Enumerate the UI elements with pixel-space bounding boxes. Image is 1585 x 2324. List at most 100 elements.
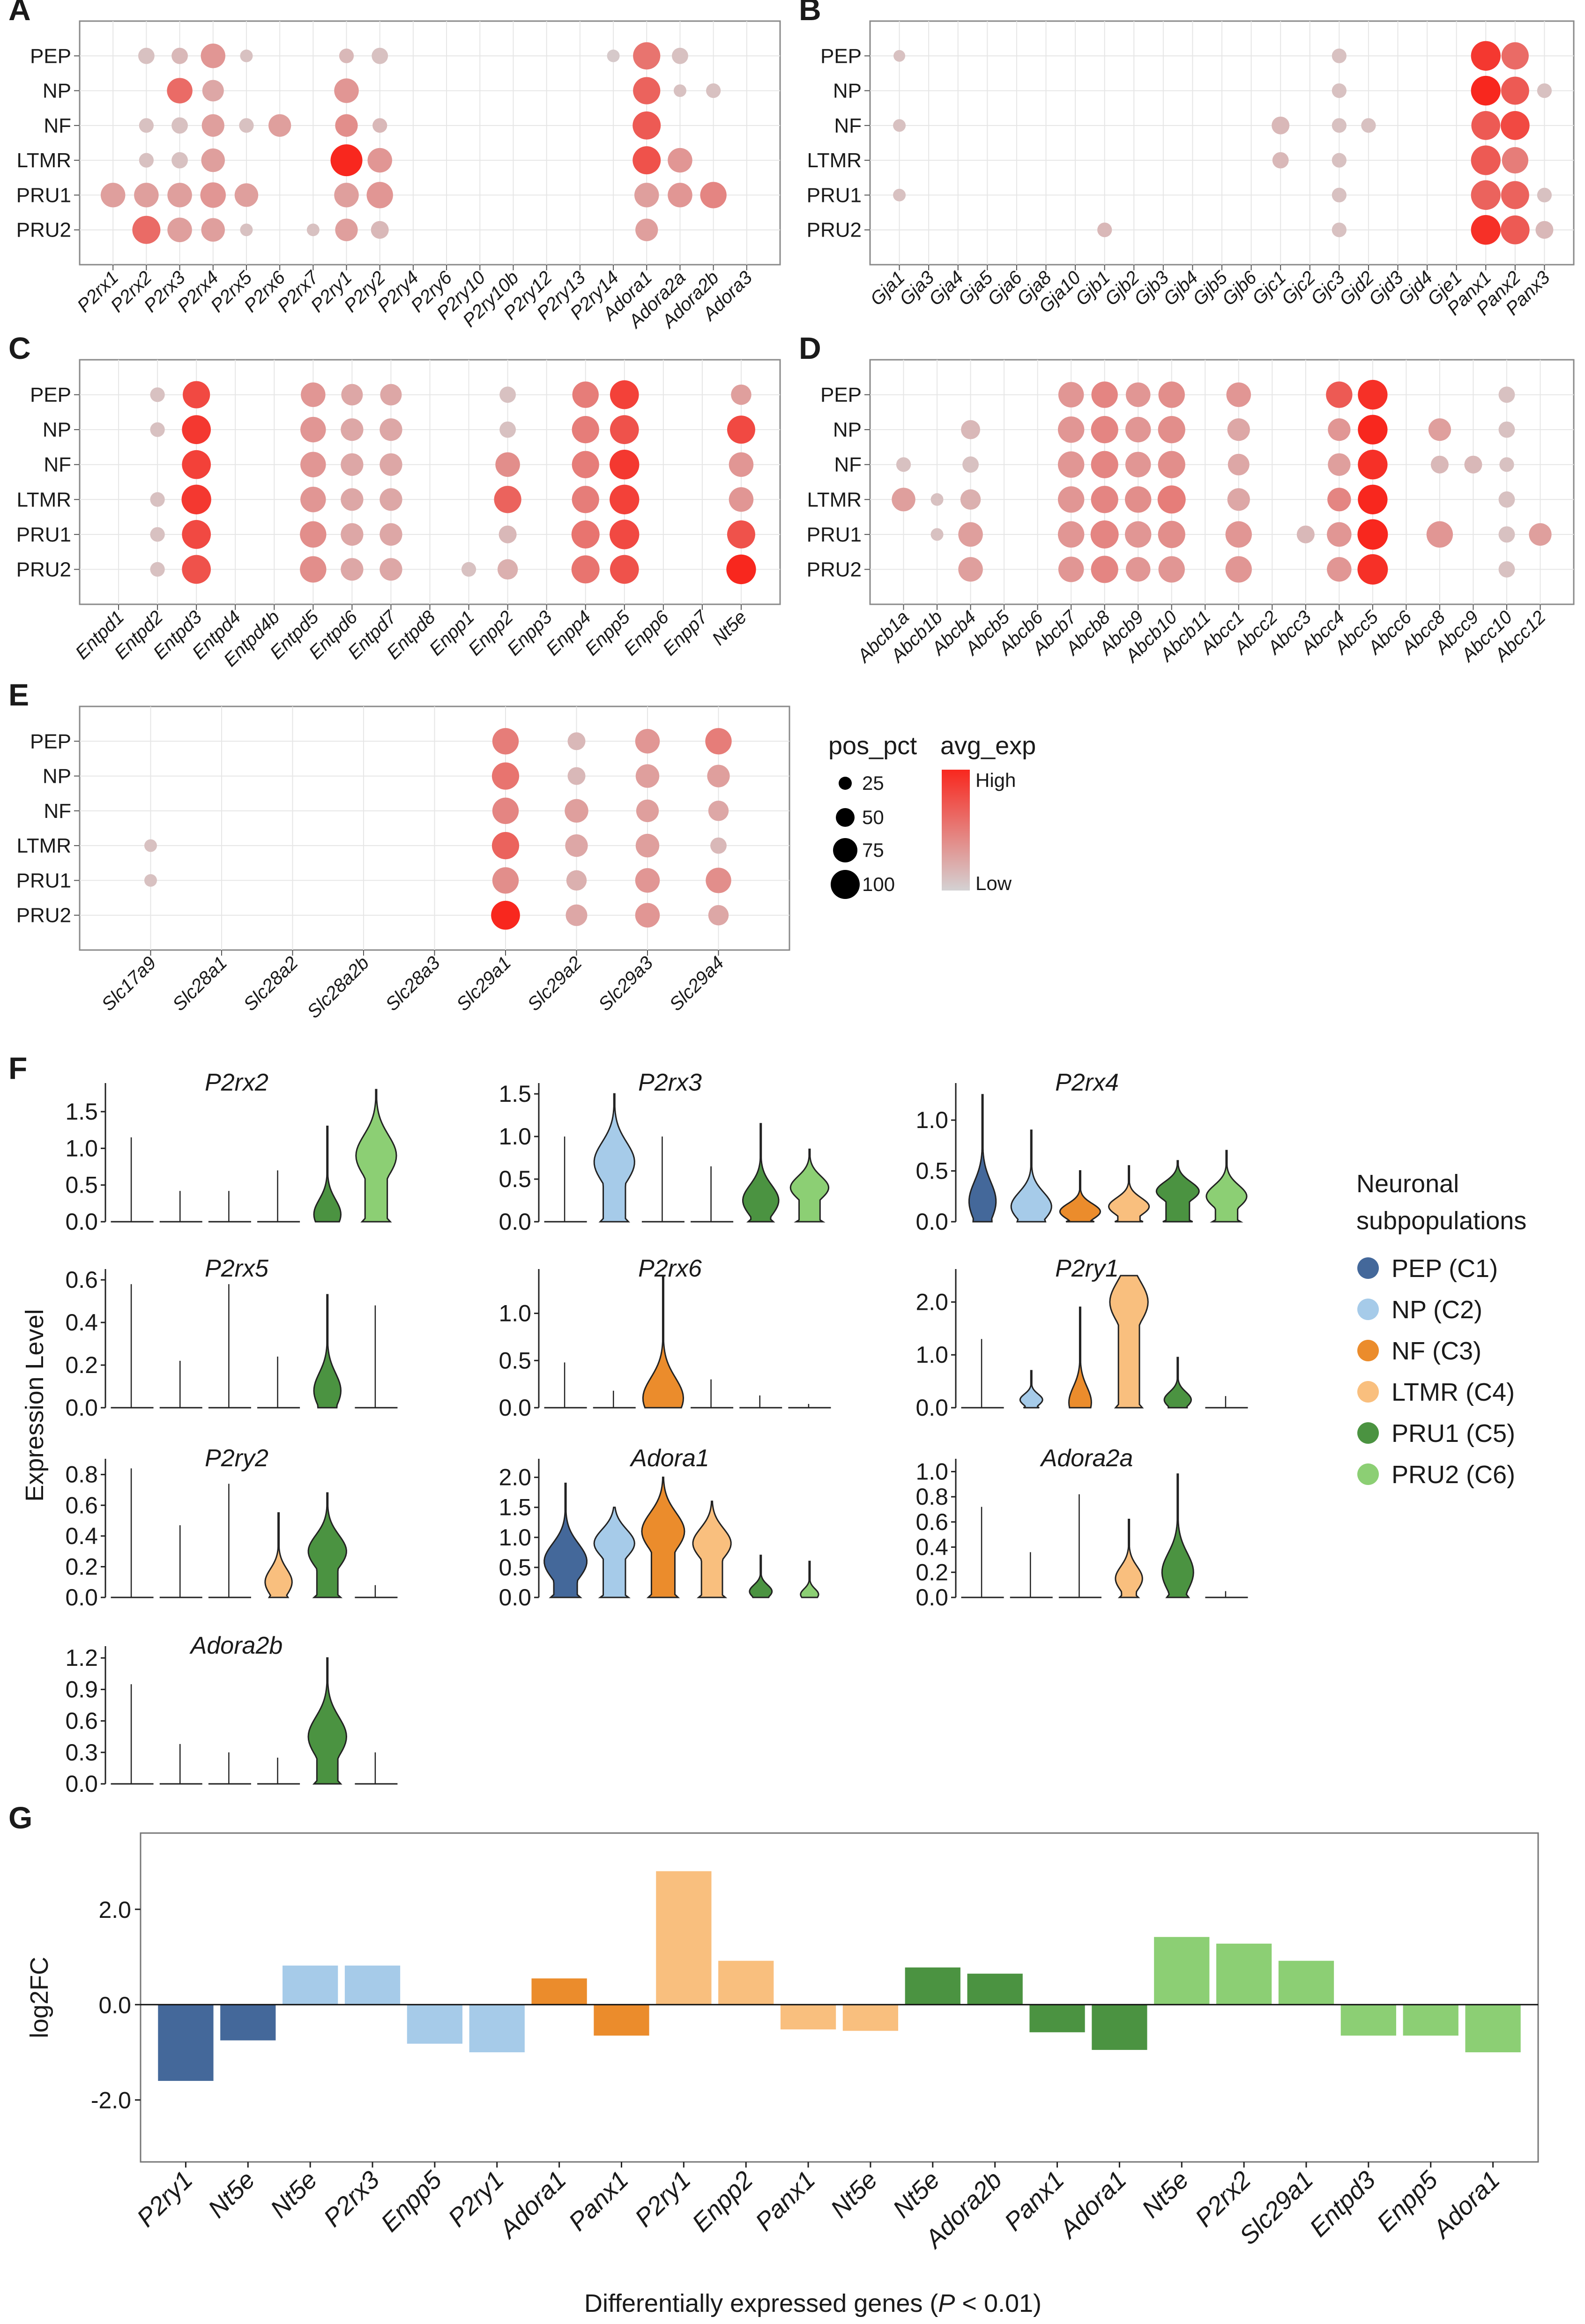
gene-tick-label: Enpp7 bbox=[659, 606, 712, 660]
violin-y-tick-label: 0.8 bbox=[915, 1484, 948, 1510]
expression-dot bbox=[306, 223, 320, 237]
violin-plot-p2rx2: 0.0 0.5 1.0 1.5 P2rx2 bbox=[65, 1069, 397, 1235]
bar-category-label: Entpd3 bbox=[1304, 2166, 1381, 2242]
violin-shape bbox=[1109, 1275, 1149, 1409]
expression-dot bbox=[572, 486, 599, 513]
expression-dot bbox=[139, 153, 154, 168]
expression-dot bbox=[668, 148, 692, 173]
expression-dot bbox=[201, 114, 224, 137]
legend-label-np: NP (C2) bbox=[1392, 1296, 1482, 1324]
legend-swatch-pru2 bbox=[1357, 1463, 1379, 1485]
expression-dot bbox=[1227, 418, 1250, 441]
expression-dot bbox=[961, 420, 981, 439]
expression-dot bbox=[202, 80, 224, 102]
violin-shape bbox=[313, 1294, 342, 1409]
expression-dot bbox=[492, 728, 519, 755]
expression-dot bbox=[1158, 451, 1185, 478]
expression-dot bbox=[1272, 116, 1290, 134]
expression-dot bbox=[1529, 523, 1552, 546]
panel-label-e: E bbox=[8, 677, 29, 712]
expression-dot bbox=[610, 380, 639, 409]
gene-tick-label: Slc28a2 bbox=[240, 952, 302, 1015]
expression-dot bbox=[330, 144, 363, 177]
expression-dot bbox=[139, 118, 154, 133]
expression-dot bbox=[341, 418, 364, 441]
expression-dot bbox=[1537, 187, 1552, 203]
expression-dot bbox=[380, 453, 402, 476]
violin-y-tick-label: 0.0 bbox=[65, 1584, 98, 1611]
bar-category-label: Adora1 bbox=[493, 2166, 572, 2244]
bar bbox=[220, 2005, 276, 2041]
expression-dot bbox=[1471, 111, 1501, 140]
expression-dot bbox=[1157, 485, 1186, 514]
expression-dot bbox=[1357, 519, 1388, 550]
expression-dot bbox=[341, 558, 364, 581]
violin-y-tick-label: 0.0 bbox=[915, 1584, 948, 1611]
violin-y-tick-label: 0.0 bbox=[65, 1209, 98, 1235]
expression-dot bbox=[633, 77, 661, 104]
expression-dot bbox=[1332, 223, 1347, 238]
expression-dot bbox=[171, 117, 188, 134]
expression-dot bbox=[1471, 41, 1501, 71]
violin-plot-p2rx3: 0.0 0.5 1.0 1.5 P2rx3 bbox=[499, 1069, 830, 1235]
expression-dot bbox=[240, 223, 253, 237]
expression-dot bbox=[339, 48, 354, 63]
violin-legend-title-line2: subpopulations bbox=[1356, 1207, 1526, 1235]
expression-dot bbox=[1227, 488, 1250, 511]
violin-shape bbox=[593, 1093, 635, 1223]
expression-dot bbox=[567, 732, 586, 750]
expression-dot bbox=[1091, 416, 1118, 444]
group-tick-label: PEP bbox=[30, 45, 71, 67]
bar-category-label: Nt5e bbox=[203, 2166, 260, 2223]
violin-plot-p2rx4: 0.0 0.5 1.0 P2rx4 bbox=[915, 1069, 1248, 1235]
expression-dot bbox=[167, 217, 192, 242]
violin-plot-p2ry2: 0.0 0.2 0.4 0.6 0.8 P2ry2 bbox=[65, 1445, 398, 1611]
violin-y-tick-label: 0.4 bbox=[915, 1534, 948, 1560]
expression-dot bbox=[341, 453, 364, 476]
violin-y-tick-label: 0.0 bbox=[499, 1395, 531, 1421]
violin-shape bbox=[642, 1275, 685, 1409]
expression-dot bbox=[371, 221, 389, 239]
expression-dot bbox=[1332, 83, 1347, 98]
violin-shape bbox=[264, 1512, 293, 1598]
expression-dot bbox=[607, 49, 620, 62]
expression-dot bbox=[1332, 48, 1347, 63]
expression-dot bbox=[1158, 416, 1185, 444]
violin-plot-p2rx5: 0.0 0.2 0.4 0.6 P2rx5 bbox=[65, 1255, 398, 1421]
expression-dot bbox=[132, 215, 161, 244]
group-tick-label: PRU2 bbox=[16, 904, 71, 927]
expression-dot bbox=[1057, 416, 1085, 443]
violin-y-tick-label: 0.0 bbox=[499, 1584, 531, 1611]
violin-y-tick-label: 0.0 bbox=[915, 1395, 948, 1421]
expression-dot bbox=[1501, 76, 1529, 105]
expression-dot bbox=[893, 188, 906, 201]
expression-dot bbox=[182, 555, 211, 584]
expression-dot bbox=[1326, 381, 1353, 408]
expression-dot bbox=[635, 903, 660, 928]
expression-dot bbox=[240, 49, 253, 62]
bar-y-axis-label: log2FC bbox=[25, 1957, 53, 2038]
expression-dot bbox=[1498, 491, 1515, 508]
expression-dot bbox=[958, 557, 983, 582]
expression-dot bbox=[571, 520, 600, 549]
x-label-suffix: < 0.01) bbox=[955, 2289, 1042, 2317]
bar bbox=[283, 1965, 338, 2005]
expression-dot bbox=[492, 797, 519, 824]
size-key-50 bbox=[836, 808, 855, 827]
expression-dot bbox=[300, 487, 326, 512]
violin-shape bbox=[641, 1477, 685, 1598]
group-tick-label: PRU2 bbox=[16, 219, 71, 242]
violin-y-tick-label: 1.0 bbox=[65, 1135, 98, 1161]
gene-tick-label: Slc28a3 bbox=[382, 952, 444, 1015]
group-tick-label: PRU1 bbox=[16, 523, 71, 546]
bar bbox=[1154, 1937, 1210, 2005]
violin-gene-title: P2rx5 bbox=[205, 1255, 269, 1282]
bar bbox=[1278, 1960, 1334, 2005]
group-tick-label: PRU1 bbox=[807, 184, 862, 207]
expression-dot bbox=[138, 47, 155, 64]
panel-label-g: G bbox=[8, 1800, 32, 1835]
expression-dot bbox=[366, 182, 393, 208]
expression-dot bbox=[635, 868, 660, 893]
expression-dot bbox=[633, 111, 661, 140]
